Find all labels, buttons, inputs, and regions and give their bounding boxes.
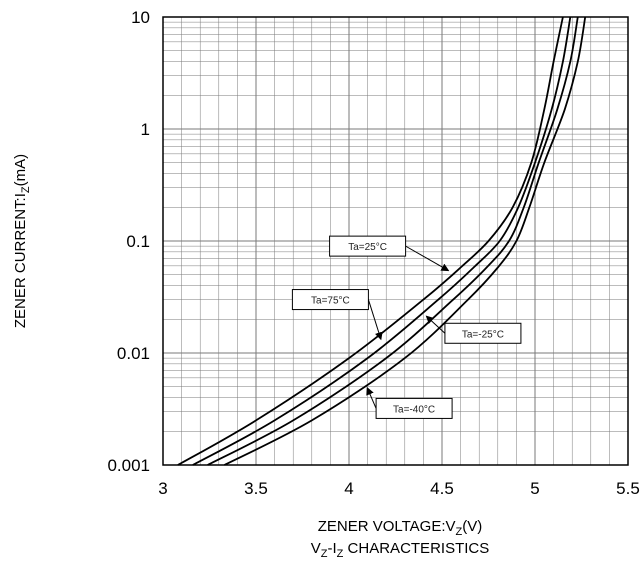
tick-labels: 3 3.5 4 4.5 5 5.5 0.001 0.01 0.1 1 10	[107, 8, 639, 498]
caption-v: V	[311, 540, 321, 557]
series-curves	[177, 16, 587, 466]
y-tick-label: 0.001	[107, 456, 150, 475]
annotation-arrow	[366, 386, 377, 409]
series-curve-4	[223, 16, 587, 466]
annotation-label: Ta=25°C	[348, 242, 387, 253]
annotation-box	[291, 289, 369, 311]
x-tick-label: 3	[158, 479, 167, 498]
annotation-arrow	[367, 299, 383, 341]
annotation-arrow	[425, 315, 446, 334]
series-curve-2	[192, 16, 572, 466]
x-tick-label: 5.5	[616, 479, 640, 498]
y-tick-label: 0.1	[126, 232, 150, 251]
y-axis-title-unit: (mA)	[12, 154, 29, 187]
chart-caption: VZ-IZ CHARACTERISTICS	[311, 540, 490, 560]
x-tick-label: 4	[344, 479, 353, 498]
x-axis-title-main: ZENER VOLTAGE:V	[318, 518, 456, 535]
x-axis-title-sub: Z	[456, 526, 463, 538]
y-tick-label: 10	[131, 8, 150, 27]
x-tick-label: 4.5	[430, 479, 454, 498]
caption-i: -I	[327, 540, 336, 557]
series-curve-1	[177, 16, 564, 466]
x-axis-title-unit: (V)	[462, 518, 482, 535]
y-axis-title-sub: Z	[20, 186, 32, 193]
annotation-box	[444, 322, 522, 344]
series-curve-3	[207, 16, 579, 466]
y-axis-title-main: ZENER CURRENT:I	[12, 193, 29, 328]
x-tick-label: 3.5	[244, 479, 268, 498]
y-tick-label: 0.01	[117, 344, 150, 363]
annotation-label: Ta=-40°C	[393, 404, 435, 415]
x-axis-title: ZENER VOLTAGE:VZ(V)	[318, 518, 483, 538]
annotation-box	[329, 235, 407, 257]
annotation-label: Ta=75°C	[311, 296, 350, 307]
temperature-annotations: Ta=25°C Ta=75°C Ta=-25°C Ta=-40°C	[291, 235, 522, 419]
caption-v-sub: Z	[321, 548, 328, 560]
y-tick-label: 1	[141, 120, 150, 139]
x-tick-label: 5	[530, 479, 539, 498]
caption-i-sub: Z	[337, 548, 344, 560]
annotation-arrow	[405, 245, 450, 272]
annotation-box	[375, 397, 453, 419]
plot-frame	[162, 16, 629, 466]
annotation-label: Ta=-25°C	[462, 329, 504, 340]
y-axis-title: ZENER CURRENT:IZ(mA)	[12, 154, 32, 328]
caption-rest: CHARACTERISTICS	[343, 540, 489, 557]
